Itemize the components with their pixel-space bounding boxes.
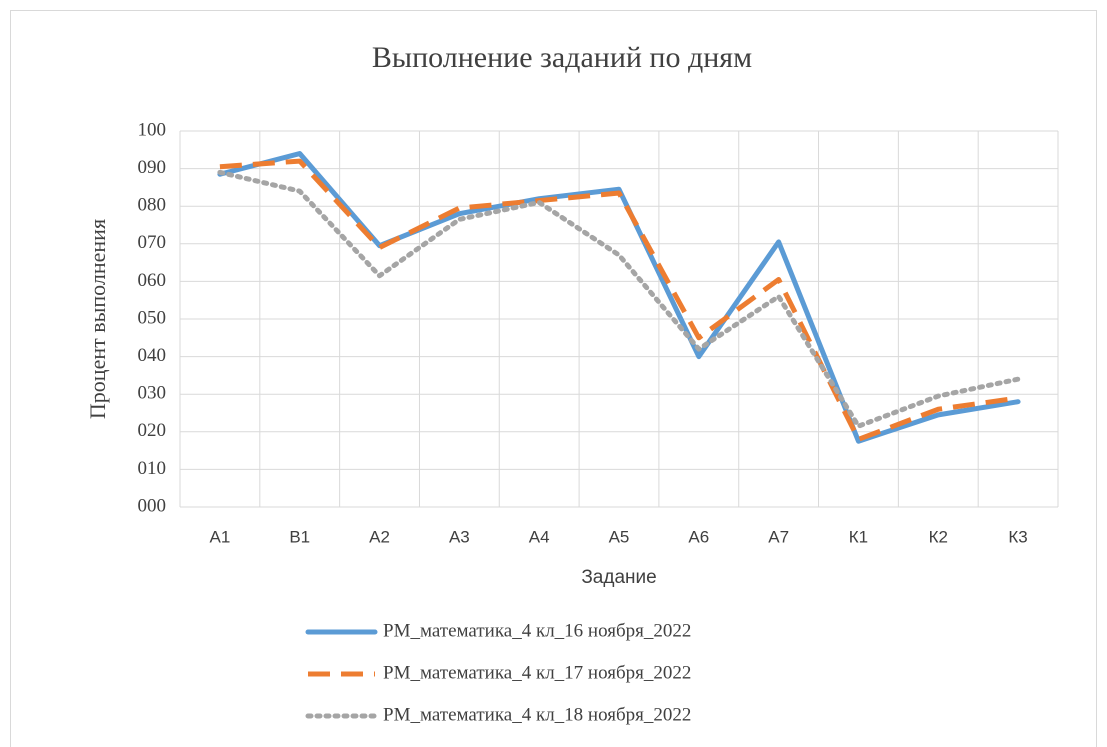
x-tick-label: К3: [1008, 527, 1027, 546]
chart-title: Выполнение заданий по дням: [372, 41, 752, 74]
x-tick-label: В1: [289, 527, 310, 546]
y-tick-label: 100: [138, 119, 167, 140]
legend-label: РМ_математика_4 кл_16 ноября_2022: [383, 620, 691, 641]
line-series: [217, 151, 1021, 444]
y-tick-label: 080: [138, 195, 167, 216]
y-tick-label: 070: [138, 232, 167, 253]
x-tick-label: А3: [449, 527, 470, 546]
y-axis-label: Процент выполнения: [85, 219, 110, 419]
y-tick-label: 000: [138, 495, 167, 516]
chart-frame: [10, 10, 1097, 747]
legend-label: РМ_математика_4 кл_17 ноября_2022: [383, 662, 691, 683]
x-tick-label: А5: [609, 527, 630, 546]
y-tick-label: 030: [138, 383, 167, 404]
y-tick-label: 010: [138, 458, 167, 479]
y-tick-label: 060: [138, 270, 167, 291]
x-tick-label: А2: [369, 527, 390, 546]
x-tick-label: К2: [929, 527, 948, 546]
line-series: [219, 158, 1019, 442]
y-tick-label: 020: [138, 420, 167, 441]
y-tick-label: 040: [138, 345, 167, 366]
x-tick-label: А4: [529, 527, 550, 546]
line-series: [217, 169, 1021, 429]
x-tick-label: А1: [210, 527, 231, 546]
legend-label: РМ_математика_4 кл_18 ноября_2022: [383, 704, 691, 725]
x-tick-label: К1: [849, 527, 868, 546]
x-tick-label: А6: [688, 527, 709, 546]
y-tick-label: 090: [138, 157, 167, 178]
x-axis-label: Задание: [581, 567, 656, 588]
y-tick-label: 050: [138, 307, 167, 328]
x-tick-label: А7: [768, 527, 789, 546]
